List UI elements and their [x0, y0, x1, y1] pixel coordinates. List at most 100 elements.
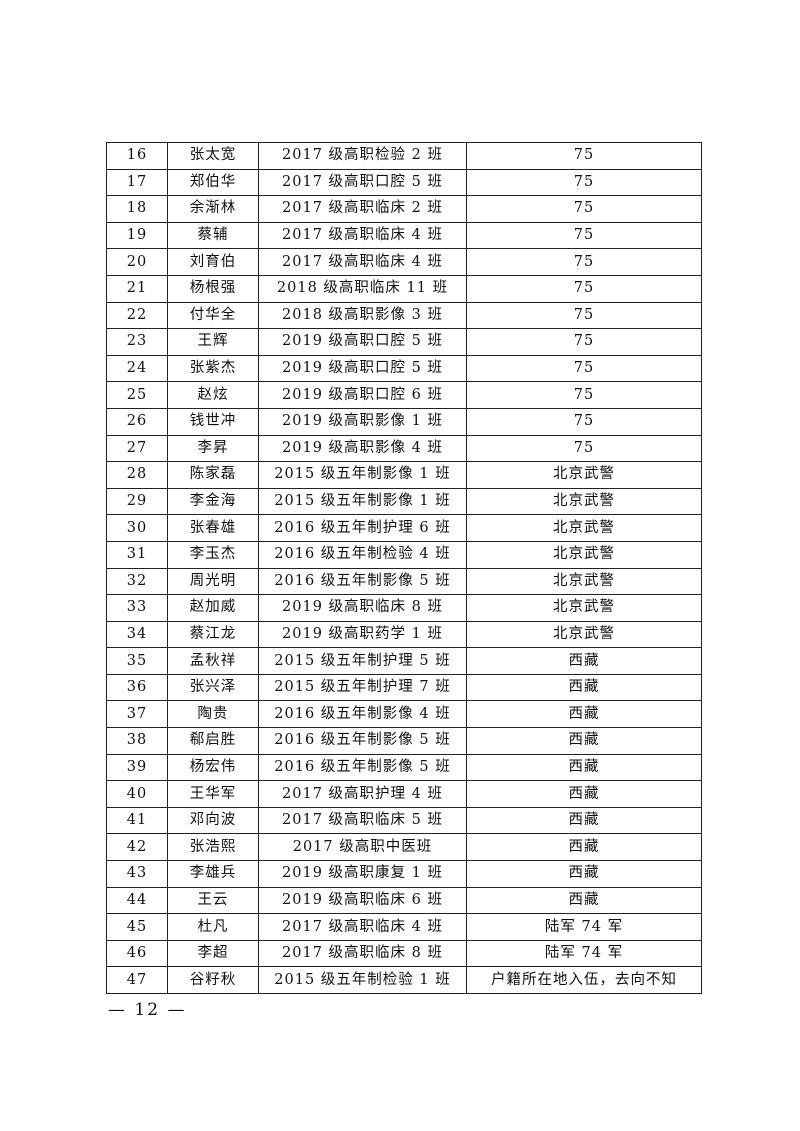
table-row: 40 王华军 2017 级高职护理 4 班西藏	[106, 780, 702, 808]
name-cell: 邓向波	[167, 806, 259, 835]
destination-cell: 北京武警	[466, 540, 702, 569]
class-cell: 2019 级高职口腔 5 班	[258, 354, 467, 383]
row-number-cell: 42	[106, 833, 168, 862]
name-cell: 李雄兵	[167, 860, 259, 888]
destination-cell: 西藏	[466, 860, 702, 888]
destination-cell: 75	[466, 221, 702, 250]
row-number-cell: 47	[106, 966, 168, 994]
class-cell: 2017 级高职检验 2 班	[258, 142, 467, 170]
destination-cell: 75	[466, 434, 702, 463]
row-number-cell: 28	[106, 461, 168, 489]
name-cell: 张紫杰	[167, 354, 259, 383]
destination-cell: 北京武警	[466, 620, 702, 649]
destination-cell: 陆军 74 军	[466, 913, 702, 941]
class-cell: 2017 级高职临床 4 班	[258, 221, 467, 250]
destination-cell: 西藏	[466, 806, 702, 835]
name-cell: 李玉杰	[167, 540, 259, 569]
table-row: 19 蔡辅 2017 级高职临床 4 班 75	[106, 221, 702, 250]
name-cell: 赵炫	[167, 381, 259, 409]
destination-cell: 75	[466, 301, 702, 330]
row-number-cell: 24	[106, 354, 168, 383]
table-row: 16 张太宽 2017 级高职检验 2 班 75	[106, 142, 702, 170]
class-cell: 2019 级高职影像 4 班	[258, 434, 467, 463]
class-cell: 2015 级五年制检验 1 班	[258, 966, 467, 994]
class-cell: 2016 级五年制影像 5 班	[258, 753, 467, 782]
table-row: 25 赵炫 2019 级高职口腔 6 班 75	[106, 381, 702, 409]
destination-cell: 户籍所在地入伍，去向不知	[466, 966, 702, 994]
class-cell: 2019 级高职临床 6 班	[258, 886, 467, 915]
table-row: 27 李昇 2019 级高职影像 4 班 75	[106, 434, 702, 463]
row-number-cell: 46	[106, 939, 168, 968]
table-row: 41 邓向波 2017 级高职临床 5 班西藏	[106, 806, 702, 835]
table-row: 47 谷籽秋 2015 级五年制检验 1 班户籍所在地入伍，去向不知	[106, 966, 702, 994]
destination-cell: 北京武警	[466, 487, 702, 516]
destination-cell: 西藏	[466, 647, 702, 675]
table-row: 34 蔡江龙 2019 级高职药学 1 班北京武警	[106, 620, 702, 649]
name-cell: 李超	[167, 939, 259, 968]
row-number-cell: 22	[106, 301, 168, 330]
destination-cell: 北京武警	[466, 461, 702, 489]
row-number-cell: 26	[106, 407, 168, 436]
class-cell: 2019 级高职影像 1 班	[258, 407, 467, 436]
destination-cell: 陆军 74 军	[466, 939, 702, 968]
row-number-cell: 36	[106, 673, 168, 702]
table-row: 21 杨根强 2018 级高职临床 11 班 75	[106, 274, 702, 303]
roster-table-body: 16 张太宽 2017 级高职检验 2 班 75 17 郑伯华 2017 级高职口腔 5 班…	[106, 142, 702, 994]
table-row: 37 陶贵 2016 级五年制影像 4 班西藏	[106, 700, 702, 729]
class-cell: 2018 级高职影像 3 班	[258, 301, 467, 330]
name-cell: 王云	[167, 886, 259, 915]
table-row: 28 陈家磊 2015 级五年制影像 1 班北京武警	[106, 461, 702, 489]
row-number-cell: 40	[106, 780, 168, 808]
row-number-cell: 21	[106, 274, 168, 303]
table-row: 31 李玉杰 2016 级五年制检验 4 班北京武警	[106, 540, 702, 569]
name-cell: 李金海	[167, 487, 259, 516]
table-row: 39 杨宏伟 2016 级五年制影像 5 班西藏	[106, 753, 702, 782]
class-cell: 2016 级五年制影像 4 班	[258, 700, 467, 729]
destination-cell: 北京武警	[466, 594, 702, 622]
destination-cell: 西藏	[466, 673, 702, 702]
destination-cell: 75	[466, 248, 702, 276]
table-row: 29 李金海 2015 级五年制影像 1 班北京武警	[106, 487, 702, 516]
name-cell: 杜凡	[167, 913, 259, 941]
name-cell: 张春雄	[167, 514, 259, 542]
page-number: — 12 —	[108, 1000, 187, 1020]
name-cell: 王辉	[167, 328, 259, 356]
row-number-cell: 29	[106, 487, 168, 516]
row-number-cell: 38	[106, 727, 168, 755]
class-cell: 2019 级高职口腔 5 班	[258, 328, 467, 356]
name-cell: 蔡江龙	[167, 620, 259, 649]
name-cell: 杨根强	[167, 274, 259, 303]
row-number-cell: 30	[106, 514, 168, 542]
row-number-cell: 31	[106, 540, 168, 569]
name-cell: 谷籽秋	[167, 966, 259, 994]
name-cell: 刘育伯	[167, 248, 259, 276]
roster-table: 16 张太宽 2017 级高职检验 2 班 75 17 郑伯华 2017 级高职口腔 5 班…	[106, 142, 702, 994]
table-row: 17 郑伯华 2017 级高职口腔 5 班 75	[106, 168, 702, 197]
table-row: 20 刘育伯 2017 级高职临床 4 班 75	[106, 248, 702, 276]
destination-cell: 西藏	[466, 780, 702, 808]
row-number-cell: 27	[106, 434, 168, 463]
row-number-cell: 17	[106, 168, 168, 197]
destination-cell: 75	[466, 381, 702, 409]
class-cell: 2015 级五年制影像 1 班	[258, 461, 467, 489]
row-number-cell: 19	[106, 221, 168, 250]
class-cell: 2017 级高职临床 8 班	[258, 939, 467, 968]
name-cell: 王华军	[167, 780, 259, 808]
name-cell: 杨宏伟	[167, 753, 259, 782]
row-number-cell: 18	[106, 195, 168, 223]
class-cell: 2016 级五年制影像 5 班	[258, 567, 467, 596]
table-row: 36 张兴泽 2015 级五年制护理 7 班西藏	[106, 673, 702, 702]
row-number-cell: 45	[106, 913, 168, 941]
row-number-cell: 39	[106, 753, 168, 782]
name-cell: 孟秋祥	[167, 647, 259, 675]
name-cell: 李昇	[167, 434, 259, 463]
destination-cell: 75	[466, 274, 702, 303]
table-row: 44 王云 2019 级高职临床 6 班西藏	[106, 886, 702, 915]
name-cell: 郑伯华	[167, 168, 259, 197]
row-number-cell: 23	[106, 328, 168, 356]
row-number-cell: 34	[106, 620, 168, 649]
table-row: 42 张浩熙 2017 级高职中医班 西藏	[106, 833, 702, 862]
destination-cell: 西藏	[466, 886, 702, 915]
name-cell: 付华全	[167, 301, 259, 330]
class-cell: 2017 级高职口腔 5 班	[258, 168, 467, 197]
